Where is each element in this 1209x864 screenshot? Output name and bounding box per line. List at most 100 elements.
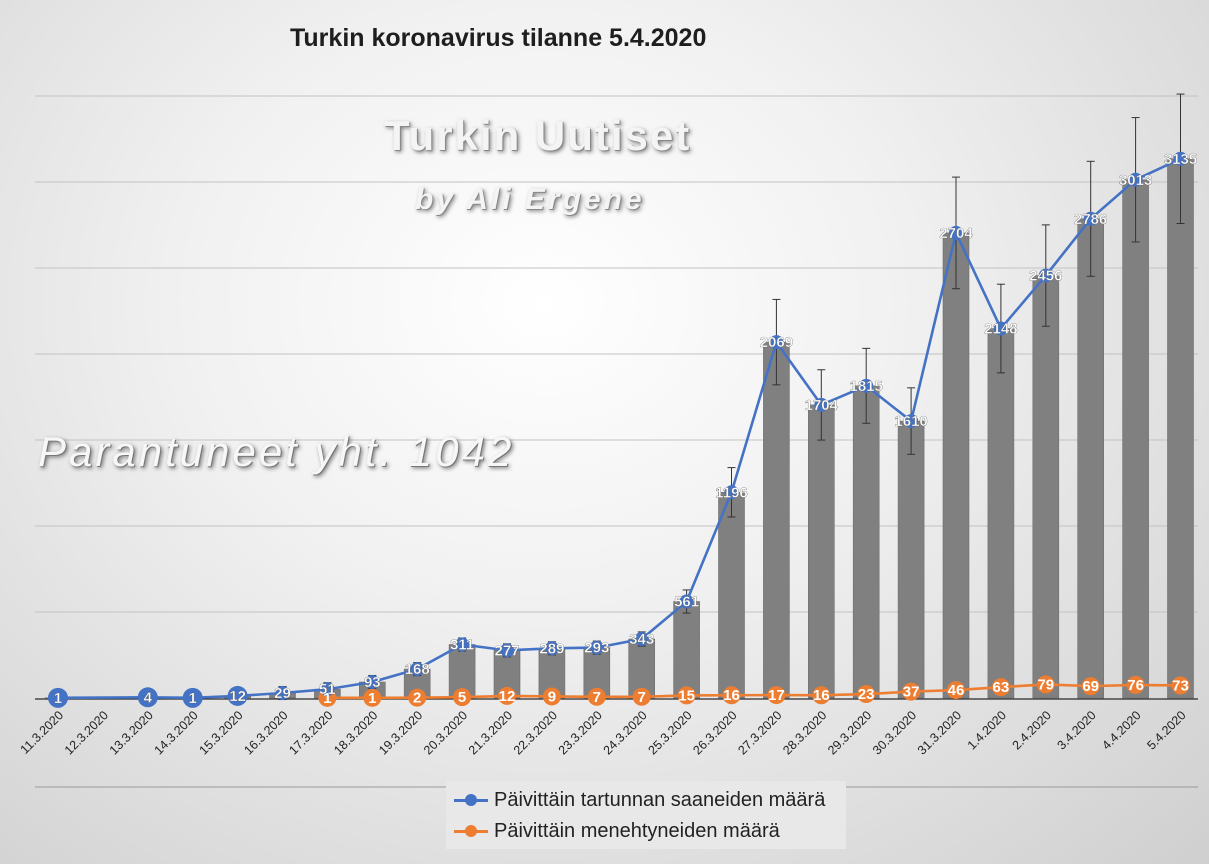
cases-point-5.4.2020: [1173, 151, 1188, 166]
deaths-point-21.3.2020: [498, 686, 516, 705]
bar-26.3.2020: [718, 491, 745, 699]
deaths-point-5.4.2020: [1171, 676, 1190, 695]
cases-point-20.3.2020: [455, 637, 470, 652]
deaths-point-20.3.2020: [453, 688, 472, 707]
cases-label-26.3.2020: 1196: [715, 484, 748, 501]
legend-label-cases: Päivittäin tartunnan saaneiden määrä: [494, 789, 826, 811]
cases-point-16.3.2020: [275, 686, 290, 701]
recovered-total-annotation: Parantuneet yht. 1042: [38, 428, 515, 475]
deaths-point-25.3.2020: [677, 686, 696, 705]
deaths-point-19.3.2020: [408, 688, 427, 707]
x-tick-label-13.3.2020: 13.3.2020: [107, 708, 156, 757]
cases-label-29.3.2020: 1815: [850, 378, 883, 395]
cases-point-25.3.2020: [679, 594, 694, 609]
cases-point-11.3.2020: [48, 687, 68, 708]
bar-25.3.2020: [673, 601, 700, 699]
cases-label-23.3.2020: 293: [584, 640, 609, 657]
legend-entry-cases: Päivittäin tartunnan saaneiden määrä: [446, 785, 846, 815]
cases-label-19.3.2020: 168: [405, 661, 430, 678]
cases-label-21.3.2020: 277: [494, 642, 519, 659]
cases-point-29.3.2020: [859, 378, 874, 393]
bar-5.4.2020: [1167, 158, 1194, 699]
cases-point-28.3.2020: [814, 397, 829, 412]
cases-label-2.4.2020: 2456: [1029, 268, 1062, 285]
x-tick-label-4.4.2020: 4.4.2020: [1099, 708, 1143, 752]
chart-title: Turkin koronavirus tilanne 5.4.2020: [290, 24, 707, 52]
deaths-label-18.3.2020: 1: [368, 690, 376, 707]
deaths-point-23.3.2020: [587, 687, 606, 706]
deaths-label-25.3.2020: 15: [678, 687, 695, 704]
deaths-point-18.3.2020: [363, 688, 382, 707]
cases-point-14.3.2020: [182, 687, 203, 708]
deaths-label-24.3.2020: 7: [638, 689, 646, 706]
cases-point-23.3.2020: [589, 640, 604, 655]
deaths-label-26.3.2020: 16: [723, 687, 740, 704]
watermark-author: by Ali Ergene: [415, 183, 645, 216]
cases-point-17.3.2020: [320, 682, 335, 697]
bar-29.3.2020: [852, 385, 880, 699]
cases-label-18.3.2020: 93: [364, 674, 381, 691]
x-tick-label-20.3.2020: 20.3.2020: [421, 708, 470, 757]
x-tick-label-11.3.2020: 11.3.2020: [18, 708, 67, 757]
deaths-label-19.3.2020: 2: [413, 690, 421, 707]
x-tick-label-16.3.2020: 16.3.2020: [241, 708, 290, 757]
x-tick-label-29.3.2020: 29.3.2020: [825, 708, 874, 757]
cases-point-21.3.2020: [500, 643, 514, 658]
deaths-label-21.3.2020: 12: [499, 688, 516, 705]
x-tick-label-24.3.2020: 24.3.2020: [601, 708, 650, 757]
deaths-label-4.4.2020: 76: [1127, 677, 1144, 694]
cases-point-31.3.2020: [949, 225, 963, 240]
cases-point-1.4.2020: [993, 321, 1008, 336]
x-tick-label-2.4.2020: 2.4.2020: [1010, 708, 1054, 752]
cases-label-3.4.2020: 2786: [1074, 211, 1107, 228]
deaths-label-28.3.2020: 16: [813, 687, 830, 704]
x-tick-label-19.3.2020: 19.3.2020: [376, 708, 425, 757]
cases-label-14.3.2020: 1: [189, 690, 197, 707]
bar-2.4.2020: [1032, 275, 1060, 699]
x-tick-label-14.3.2020: 14.3.2020: [152, 708, 201, 757]
deaths-label-5.4.2020: 73: [1172, 677, 1189, 694]
cases-label-25.3.2020: 561: [674, 594, 699, 611]
x-tick-label-21.3.2020: 21.3.2020: [466, 708, 515, 757]
chart-legend: Päivittäin tartunnan saaneiden määrä Päi…: [446, 781, 846, 849]
cases-label-31.3.2020: 2704: [939, 225, 973, 242]
bar-27.3.2020: [763, 341, 790, 699]
legend-marker-deaths: [465, 825, 477, 837]
cases-label-30.3.2020: 1610: [894, 413, 927, 430]
cases-label-28.3.2020: 1704: [805, 397, 839, 414]
legend-entry-deaths: Päivittäin menehtyneiden määrä: [446, 816, 846, 846]
x-tick-label-31.3.2020: 31.3.2020: [915, 708, 964, 757]
cases-point-2.4.2020: [1038, 268, 1053, 283]
cases-point-4.4.2020: [1128, 172, 1143, 187]
deaths-label-23.3.2020: 7: [593, 689, 601, 706]
deaths-point-1.4.2020: [991, 678, 1010, 697]
bar-3.4.2020: [1077, 218, 1104, 699]
deaths-point-2.4.2020: [1036, 675, 1055, 694]
bar-1.4.2020: [987, 328, 1015, 699]
cases-point-24.3.2020: [634, 632, 649, 647]
x-tick-label-30.3.2020: 30.3.2020: [870, 708, 919, 757]
bar-30.3.2020: [897, 420, 925, 699]
cases-label-4.4.2020: 3013: [1119, 172, 1152, 189]
x-tick-label-22.3.2020: 22.3.2020: [511, 708, 560, 757]
cases-label-17.3.2020: 51: [319, 681, 336, 698]
cases-point-13.3.2020: [137, 687, 158, 708]
deaths-point-31.3.2020: [947, 681, 965, 700]
deaths-point-22.3.2020: [542, 687, 561, 706]
deaths-label-31.3.2020: 46: [948, 682, 965, 699]
cases-point-30.3.2020: [904, 414, 919, 429]
cases-point-3.4.2020: [1083, 211, 1098, 226]
deaths-point-30.3.2020: [902, 682, 921, 701]
deaths-point-27.3.2020: [767, 686, 786, 705]
deaths-label-17.3.2020: 1: [323, 690, 331, 707]
legend-label-deaths: Päivittäin menehtyneiden määrä: [494, 820, 780, 842]
bar-4.4.2020: [1122, 179, 1149, 699]
x-tick-label-27.3.2020: 27.3.2020: [735, 708, 784, 757]
deaths-point-3.4.2020: [1081, 677, 1100, 696]
cases-point-26.3.2020: [724, 485, 739, 500]
cases-point-27.3.2020: [769, 335, 784, 350]
watermark-title: Turkin Uutiset: [384, 112, 692, 159]
cases-label-27.3.2020: 2069: [760, 334, 793, 351]
x-tick-label-26.3.2020: 26.3.2020: [690, 708, 739, 757]
